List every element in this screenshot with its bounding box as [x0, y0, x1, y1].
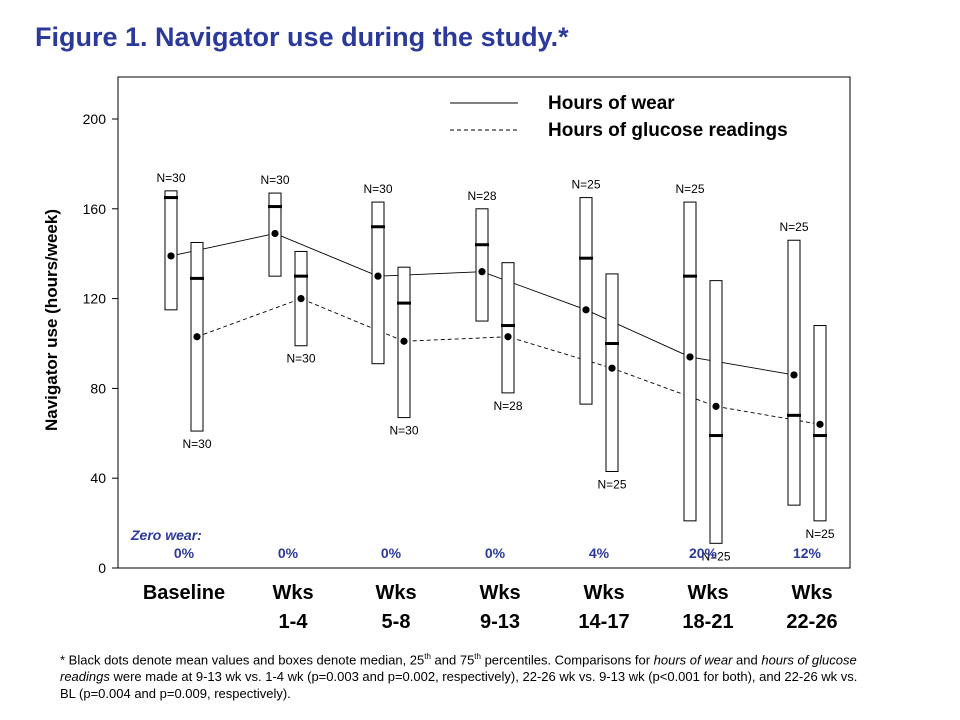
zero-wear-label: Zero wear: [130, 527, 202, 543]
n-label-glucose: N=25 [701, 549, 730, 563]
mean-dot-glucose [816, 420, 824, 428]
footnote-italic-1: hours of wear [653, 652, 733, 668]
mean-dot-glucose [297, 295, 305, 303]
y-tick-label: 40 [90, 470, 106, 486]
plot-frame [117, 76, 851, 569]
n-label-wear: N=25 [571, 178, 600, 192]
x-category-label: Wks [583, 582, 624, 604]
box-wear [371, 201, 385, 365]
n-label-wear: N=30 [156, 171, 185, 185]
x-category-label: 5-8 [382, 611, 411, 633]
n-label-glucose: N=25 [597, 477, 626, 491]
mean-dot-wear [167, 252, 175, 260]
x-category-label: Wks [375, 582, 416, 604]
x-category-label: 14-17 [578, 611, 629, 633]
x-category-label: Baseline [143, 582, 225, 604]
x-category-label: 18-21 [682, 611, 733, 633]
zero-wear-value: 20% [689, 545, 718, 561]
n-label-glucose: N=30 [286, 352, 315, 366]
box-glucose [605, 273, 619, 472]
n-label-wear: N=28 [467, 189, 496, 203]
mean-dot-glucose [608, 364, 616, 372]
footnote-sup-2: th [474, 652, 481, 661]
y-tick-label: 0 [98, 560, 106, 576]
mean-dot-glucose [504, 333, 512, 341]
zero-wear-value: 0% [485, 545, 506, 561]
box-glucose [709, 280, 723, 544]
box-glucose [501, 262, 515, 394]
footnote: * Black dots denote mean values and boxe… [60, 648, 860, 702]
footnote-text-1: * Black dots denote mean values and boxe… [60, 652, 425, 668]
box-wear [164, 190, 178, 311]
zero-wear-value: 0% [174, 545, 195, 561]
footnote-text-5: were made at 9-13 wk vs. 1-4 wk (p=0.003… [60, 669, 858, 702]
mean-dot-wear [582, 306, 590, 314]
y-axis-label: Navigator use (hours/week) [42, 209, 61, 431]
x-category-label: Wks [791, 582, 832, 604]
x-category-label: Wks [272, 582, 313, 604]
zero-wear-value: 0% [381, 545, 402, 561]
footnote-italic-2: hours of glucose readings [60, 652, 857, 685]
footnote-text-4: and [732, 652, 762, 668]
mean-dot-wear [478, 268, 486, 276]
mean-dot-glucose [400, 337, 408, 345]
footnote-text-3: percentiles. Comparisons for [480, 652, 654, 668]
figure-title: Figure 1. Navigator use during the study… [35, 22, 569, 52]
n-label-glucose: N=30 [182, 437, 211, 451]
footnote-text-2: and 75 [430, 652, 475, 668]
zero-wear-value: 4% [589, 545, 610, 561]
n-label-glucose: N=30 [389, 424, 418, 438]
mean-dot-wear [790, 371, 798, 379]
n-label-wear: N=30 [260, 173, 289, 187]
n-label-glucose: N=25 [805, 527, 834, 541]
y-tick-label: 120 [83, 291, 107, 307]
n-label-glucose: N=28 [493, 399, 522, 413]
x-category-label: 22-26 [786, 611, 837, 633]
n-label-wear: N=25 [675, 182, 704, 196]
box-wear [683, 201, 697, 522]
x-category-label: 1-4 [279, 611, 309, 633]
legend-label-glucose: Hours of glucose readings [548, 120, 788, 141]
box-wear [579, 197, 593, 405]
zero-wear-value: 0% [278, 545, 299, 561]
x-category-label: Wks [687, 582, 728, 604]
legend-label-wear: Hours of wear [548, 93, 675, 114]
y-tick-label: 200 [83, 111, 107, 127]
y-tick-label: 160 [83, 201, 107, 217]
footnote-sup-1: th [424, 652, 431, 661]
y-tick-label: 80 [90, 380, 106, 396]
n-label-wear: N=25 [779, 220, 808, 234]
mean-dot-wear [686, 353, 694, 361]
zero-wear-value: 12% [793, 545, 822, 561]
mean-dot-glucose [193, 333, 201, 341]
mean-dot-wear [374, 272, 382, 280]
x-category-label: Wks [479, 582, 520, 604]
x-category-label: 9-13 [480, 611, 520, 633]
mean-dot-glucose [712, 402, 720, 410]
mean-dot-wear [271, 229, 279, 238]
box-wear [475, 208, 489, 322]
n-label-wear: N=30 [363, 182, 392, 196]
